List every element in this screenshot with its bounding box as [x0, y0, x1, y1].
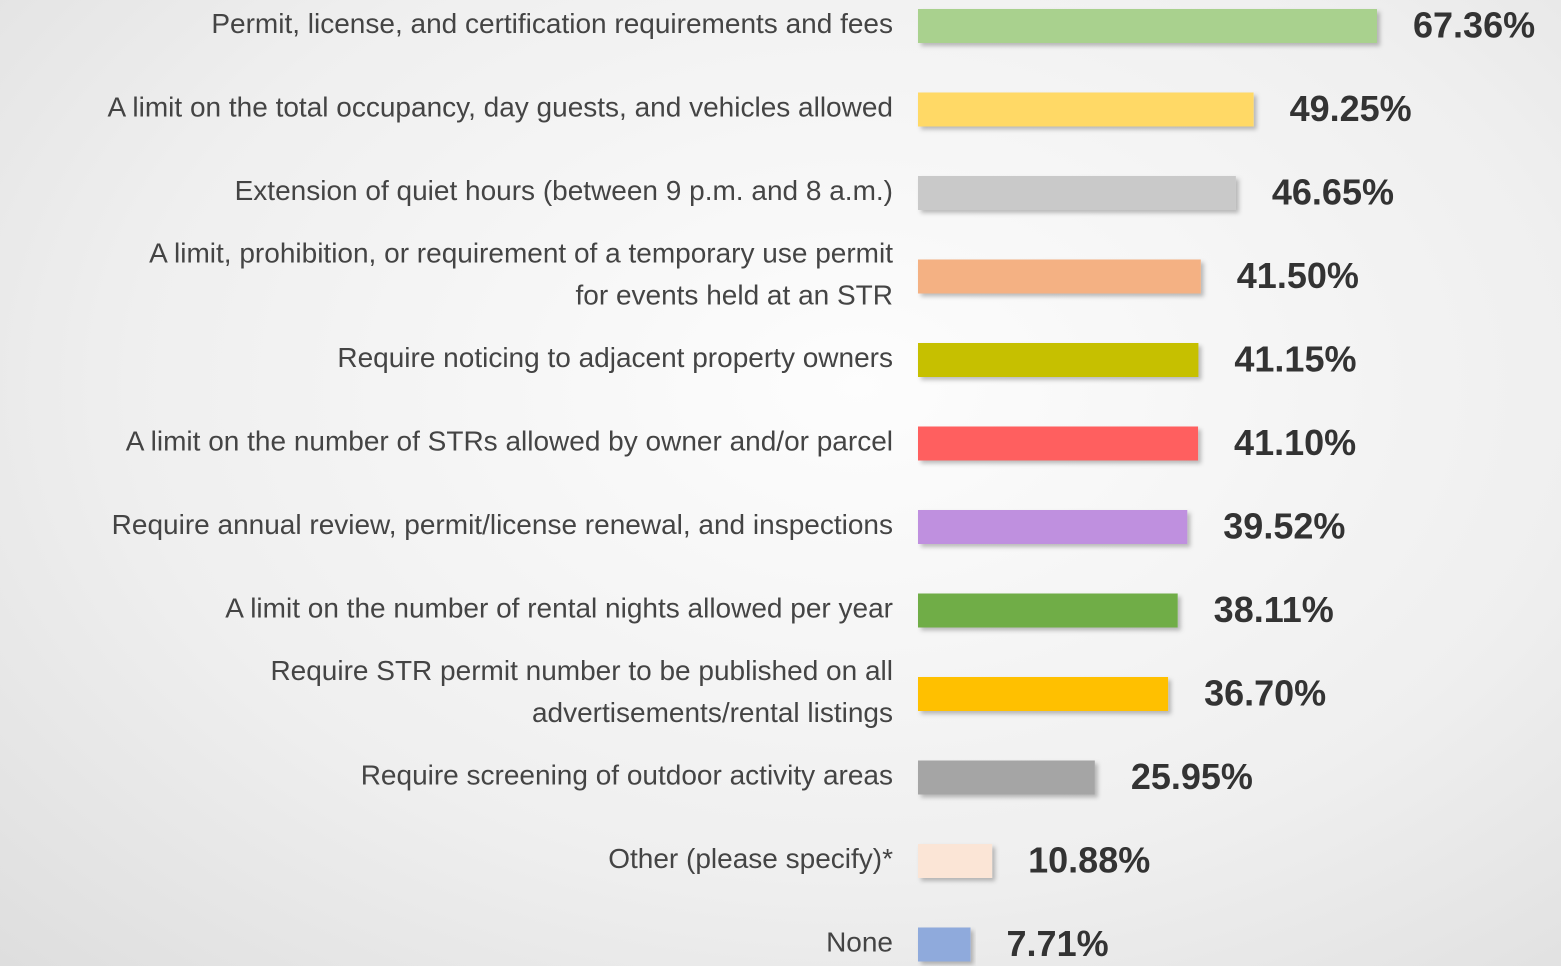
category-label: None	[826, 927, 893, 958]
category-label: Extension of quiet hours (between 9 p.m.…	[235, 175, 893, 206]
bar	[918, 593, 1178, 628]
category-label: Require annual review, permit/license re…	[112, 509, 893, 540]
bar	[918, 844, 993, 878]
category-label: Permit, license, and certification requi…	[211, 8, 893, 39]
category-label: Other (please specify)*	[608, 843, 893, 874]
bar	[918, 343, 1199, 377]
category-label: A limit on the number of rental nights a…	[225, 593, 893, 624]
value-label: 7.71%	[1007, 923, 1109, 964]
bar	[918, 176, 1236, 210]
value-label: 10.88%	[1028, 840, 1150, 881]
value-label: 39.52%	[1223, 506, 1345, 547]
value-label: 41.10%	[1234, 422, 1356, 463]
bar	[918, 927, 971, 962]
value-label: 49.25%	[1290, 88, 1412, 129]
value-label: 38.11%	[1214, 589, 1334, 630]
bar	[918, 677, 1169, 711]
value-label: 41.50%	[1237, 255, 1359, 296]
bar	[918, 760, 1095, 795]
value-label: 67.36%	[1413, 5, 1535, 46]
category-label: Require noticing to adjacent property ow…	[337, 342, 893, 373]
value-label: 41.15%	[1234, 339, 1356, 380]
category-label: A limit, prohibition, or requirement of …	[149, 238, 893, 311]
category-label: A limit on the total occupancy, day gues…	[108, 92, 894, 123]
category-label: Require screening of outdoor activity ar…	[361, 760, 893, 791]
bar	[918, 92, 1254, 127]
value-label: 46.65%	[1272, 172, 1394, 213]
bar	[918, 9, 1377, 43]
bar	[918, 259, 1201, 294]
bar	[918, 510, 1188, 544]
value-label: 36.70%	[1204, 673, 1326, 714]
category-label: Require STR permit number to be publishe…	[270, 655, 893, 728]
bar	[918, 426, 1199, 461]
category-label: A limit on the number of STRs allowed by…	[126, 426, 893, 457]
value-label: 25.95%	[1131, 756, 1253, 797]
